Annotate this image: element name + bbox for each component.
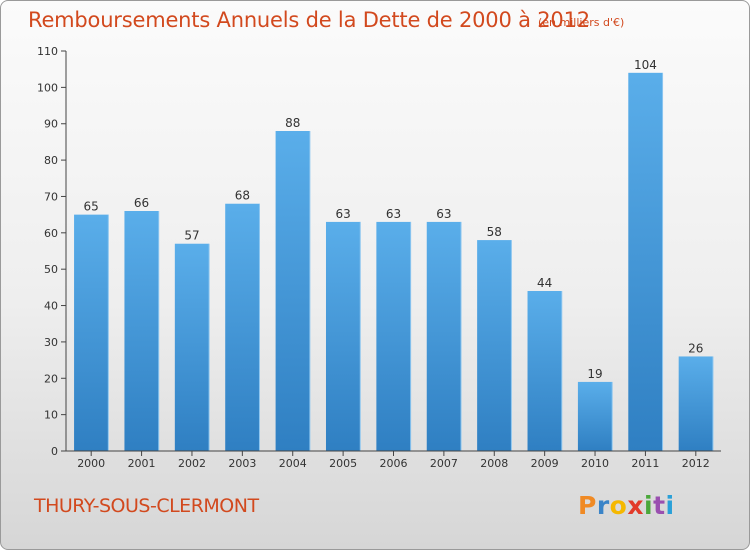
axes-group: 0 10 20 30 40 50 60 70 80 90 100 110 2000 2001 2002 200… — [37, 45, 721, 470]
chart-title: Remboursements Annuels de la Dette de 20… — [28, 8, 590, 32]
value-label-2011: 104 — [634, 58, 657, 72]
y-tick-label: 30 — [44, 336, 58, 349]
y-tick-label: 70 — [44, 190, 58, 203]
x-tick-label-2008: 2008 — [480, 457, 508, 470]
y-tick-label: 50 — [44, 263, 58, 276]
y-tick-label: 0 — [51, 445, 58, 458]
bar-2006[interactable] — [376, 221, 411, 451]
value-label-2004: 88 — [285, 116, 300, 130]
logo-letter: i — [644, 491, 654, 520]
value-label-2006: 63 — [386, 207, 401, 221]
x-tick-label-2010: 2010 — [581, 457, 609, 470]
logo-letter: o — [609, 491, 628, 520]
x-tick-label-2007: 2007 — [430, 457, 458, 470]
y-tick-label: 60 — [44, 227, 58, 240]
x-tick-label-2003: 2003 — [228, 457, 256, 470]
y-tick-label: 20 — [44, 372, 58, 385]
commune-name: THURY-SOUS-CLERMONT — [34, 495, 259, 517]
x-tick-label-2011: 2011 — [631, 457, 659, 470]
bar-2012[interactable] — [678, 356, 713, 451]
x-tick-label-2004: 2004 — [279, 457, 307, 470]
x-tick-label-2009: 2009 — [531, 457, 559, 470]
bar-2008[interactable] — [477, 240, 512, 451]
x-tick-label-2002: 2002 — [178, 457, 206, 470]
value-label-2002: 57 — [184, 229, 199, 243]
bar-2002[interactable] — [174, 243, 210, 451]
x-tick-label-2001: 2001 — [128, 457, 156, 470]
value-label-2010: 19 — [587, 367, 602, 381]
bar-2005[interactable] — [325, 221, 361, 451]
logo-letter: t — [653, 491, 666, 520]
y-tick-label: 90 — [44, 118, 58, 131]
bar-2011[interactable] — [628, 72, 663, 452]
value-label-2001: 66 — [134, 196, 149, 210]
x-tick-label-2006: 2006 — [380, 457, 408, 470]
value-label-2009: 44 — [537, 276, 552, 290]
logo-letter: P — [578, 491, 597, 520]
bar-2010[interactable] — [577, 381, 613, 451]
proxiti-logo[interactable]: Proxiti — [578, 491, 675, 520]
value-label-2005: 63 — [335, 207, 350, 221]
x-tick-label-2000: 2000 — [77, 457, 105, 470]
bars-group: 65 66 57 68 88 63 63 63 58 44 19 104 26 — [74, 58, 714, 452]
bar-2001[interactable] — [124, 211, 159, 451]
value-label-2007: 63 — [436, 207, 451, 221]
y-tick-label: 10 — [44, 409, 58, 422]
bar-2007[interactable] — [426, 221, 462, 451]
bar-2003[interactable] — [225, 203, 260, 451]
logo-letter: x — [627, 491, 644, 520]
logo-letter: i — [665, 491, 675, 520]
value-label-2000: 65 — [84, 200, 99, 214]
bar-2004[interactable] — [275, 131, 310, 451]
value-label-2003: 68 — [235, 189, 250, 203]
value-label-2008: 58 — [487, 225, 502, 239]
x-tick-label-2005: 2005 — [329, 457, 357, 470]
value-label-2012: 26 — [688, 341, 703, 355]
logo-letter: r — [596, 491, 610, 520]
bar-2009[interactable] — [527, 291, 562, 451]
y-tick-label: 100 — [37, 81, 58, 94]
chart-subtitle: (en milliers d'€) — [538, 16, 625, 29]
y-tick-label: 80 — [44, 154, 58, 167]
y-tick-label: 110 — [37, 45, 58, 58]
bar-2000[interactable] — [74, 214, 109, 451]
y-tick-label: 40 — [44, 300, 58, 313]
x-tick-label-2012: 2012 — [682, 457, 710, 470]
